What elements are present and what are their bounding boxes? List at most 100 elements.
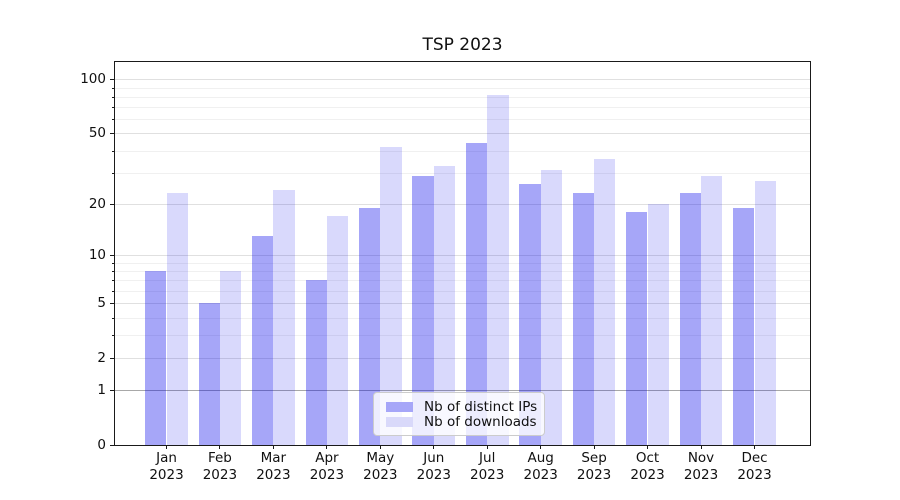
- y-minor-tick-30: [112, 172, 115, 174]
- y-minor-tick-40: [112, 150, 115, 152]
- bar-nb-of-downloads-oct-2023: [647, 203, 669, 445]
- x-tick-jul-2023: [486, 445, 488, 449]
- x-tick-label-may-2023: May 2023: [363, 450, 398, 483]
- x-tick-may-2023: [379, 445, 381, 449]
- bar-nb-of-distinct-ips-oct-2023: [626, 211, 648, 445]
- bar-nb-of-distinct-ips-nov-2023: [679, 193, 701, 445]
- legend: Nb of distinct IPs Nb of downloads: [373, 392, 545, 436]
- x-tick-jun-2023: [433, 445, 435, 449]
- x-tick-label-aug-2023: Aug 2023: [523, 450, 558, 483]
- bar-nb-of-distinct-ips-aug-2023: [519, 183, 541, 445]
- bar-nb-of-downloads-nov-2023: [701, 175, 723, 445]
- bar-nb-of-distinct-ips-may-2023: [358, 207, 381, 445]
- bar-nb-of-downloads-aug-2023: [540, 170, 563, 445]
- bar-nb-of-downloads-feb-2023: [220, 270, 242, 445]
- bar-nb-of-downloads-jan-2023: [166, 193, 188, 445]
- plot-area: [114, 61, 811, 446]
- y-minor-tick-9: [112, 262, 115, 264]
- y-tick-label-2: 2: [97, 349, 106, 366]
- x-tick-label-dec-2023: Dec 2023: [737, 450, 772, 483]
- bar-nb-of-distinct-ips-jun-2023: [412, 175, 434, 445]
- x-tick-label-jan-2023: Jan 2023: [149, 450, 184, 483]
- x-tick-label-feb-2023: Feb 2023: [202, 450, 238, 483]
- gridline-minor-70: [115, 107, 810, 109]
- y-tick-5: [110, 303, 115, 304]
- legend-item-distinct-ips: Nb of distinct IPs: [374, 400, 544, 415]
- y-tick-1: [110, 390, 115, 392]
- y-tick-label-1: 1: [97, 382, 106, 399]
- y-tick-label-100: 100: [80, 71, 106, 88]
- gridline-minor-60: [115, 119, 810, 121]
- bar-nb-of-distinct-ips-jan-2023: [145, 270, 167, 445]
- y-tick-label-50: 50: [88, 125, 106, 142]
- x-tick-nov-2023: [700, 445, 702, 449]
- bar-nb-of-downloads-apr-2023: [326, 216, 349, 445]
- x-tick-label-sep-2023: Sep 2023: [576, 450, 612, 483]
- legend-label-downloads: Nb of downloads: [424, 414, 537, 430]
- x-tick-feb-2023: [219, 445, 221, 449]
- y-minor-tick-4: [112, 317, 115, 319]
- gridline-minor-6: [115, 290, 810, 292]
- y-tick-label-20: 20: [88, 195, 106, 212]
- legend-label-distinct-ips: Nb of distinct IPs: [424, 399, 538, 415]
- x-tick-dec-2023: [754, 445, 755, 449]
- bar-nb-of-downloads-jun-2023: [433, 165, 456, 445]
- x-tick-apr-2023: [326, 445, 328, 449]
- bar-nb-of-distinct-ips-sep-2023: [572, 193, 595, 445]
- gridline-minor-30: [115, 172, 810, 174]
- gridline-minor-90: [115, 87, 810, 89]
- x-tick-label-mar-2023: Mar 2023: [256, 450, 291, 483]
- gridline-20: [115, 203, 810, 205]
- gridline-2: [115, 357, 810, 359]
- bar-nb-of-downloads-jul-2023: [487, 94, 509, 445]
- bar-nb-of-distinct-ips-feb-2023: [198, 303, 220, 445]
- legend-item-downloads: Nb of downloads: [374, 415, 544, 430]
- bar-nb-of-distinct-ips-mar-2023: [252, 235, 274, 445]
- bar-nb-of-distinct-ips-apr-2023: [305, 280, 327, 445]
- bar-nb-of-downloads-mar-2023: [273, 189, 295, 445]
- gridline-5: [115, 303, 810, 304]
- x-tick-label-jun-2023: Jun 2023: [416, 450, 451, 483]
- y-tick-label-0: 0: [97, 437, 106, 453]
- y-minor-tick-8: [112, 270, 115, 272]
- gridline-minor-40: [115, 150, 810, 152]
- y-minor-tick-70: [112, 107, 115, 109]
- gridline-minor-80: [115, 96, 810, 98]
- x-tick-label-nov-2023: Nov 2023: [683, 450, 719, 483]
- x-tick-oct-2023: [647, 445, 648, 449]
- y-tick-0: [110, 445, 115, 446]
- x-tick-mar-2023: [272, 445, 274, 449]
- y-tick-label-5: 5: [97, 295, 106, 311]
- y-minor-tick-7: [112, 280, 115, 282]
- x-tick-label-apr-2023: Apr 2023: [309, 450, 345, 483]
- y-minor-tick-3: [112, 335, 115, 337]
- gridline-100: [115, 79, 810, 81]
- y-minor-tick-80: [112, 96, 115, 98]
- gridline-minor-8: [115, 270, 810, 272]
- x-tick-label-oct-2023: Oct 2023: [630, 450, 665, 483]
- gridline-10: [115, 255, 810, 256]
- y-minor-tick-90: [112, 87, 115, 89]
- y-tick-10: [110, 255, 115, 256]
- y-tick-2: [110, 357, 115, 359]
- gridline-50: [115, 133, 810, 135]
- bar-nb-of-downloads-sep-2023: [594, 158, 616, 445]
- gridline-1: [115, 390, 810, 392]
- x-tick-sep-2023: [593, 445, 595, 449]
- y-minor-tick-6: [112, 290, 115, 292]
- bar-nb-of-downloads-may-2023: [380, 147, 402, 445]
- y-minor-tick-60: [112, 119, 115, 121]
- bar-nb-of-distinct-ips-jul-2023: [465, 143, 488, 445]
- gridline-minor-4: [115, 317, 810, 319]
- x-tick-label-jul-2023: Jul 2023: [470, 450, 505, 483]
- chart-title: TSP 2023: [422, 35, 503, 55]
- bar-nb-of-distinct-ips-dec-2023: [733, 207, 755, 445]
- y-tick-50: [110, 133, 115, 135]
- y-tick-100: [110, 79, 115, 81]
- legend-swatch-downloads: [386, 417, 413, 427]
- x-tick-aug-2023: [540, 445, 542, 449]
- gridline-minor-9: [115, 262, 810, 264]
- gridline-minor-7: [115, 280, 810, 282]
- x-tick-jan-2023: [166, 445, 167, 449]
